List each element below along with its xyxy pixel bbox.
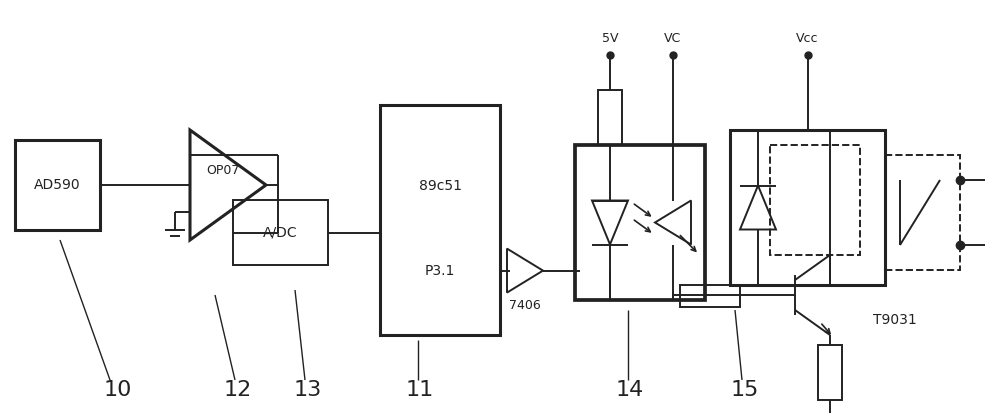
Text: 15: 15 <box>731 380 759 400</box>
Text: 14: 14 <box>616 380 644 400</box>
Text: 7406: 7406 <box>509 299 541 312</box>
Text: P3.1: P3.1 <box>425 263 455 278</box>
Bar <box>885 155 960 270</box>
Text: 10: 10 <box>104 380 132 400</box>
Bar <box>575 145 705 300</box>
Bar <box>233 200 328 265</box>
Text: 11: 11 <box>406 380 434 400</box>
Bar <box>598 90 622 145</box>
Bar <box>15 140 100 230</box>
Text: 13: 13 <box>294 380 322 400</box>
Bar <box>680 285 740 307</box>
Text: A/DC: A/DC <box>263 225 298 240</box>
Text: 12: 12 <box>224 380 252 400</box>
Text: T9031: T9031 <box>873 313 917 327</box>
Text: 89c51: 89c51 <box>418 178 462 192</box>
Bar <box>818 345 842 400</box>
Text: 5V: 5V <box>602 31 618 45</box>
Bar <box>380 105 500 335</box>
Bar <box>730 130 885 285</box>
Text: OP07: OP07 <box>206 164 240 176</box>
Bar <box>770 145 860 255</box>
Text: Vcc: Vcc <box>796 31 819 45</box>
Text: AD590: AD590 <box>34 178 81 192</box>
Text: VC: VC <box>664 31 682 45</box>
